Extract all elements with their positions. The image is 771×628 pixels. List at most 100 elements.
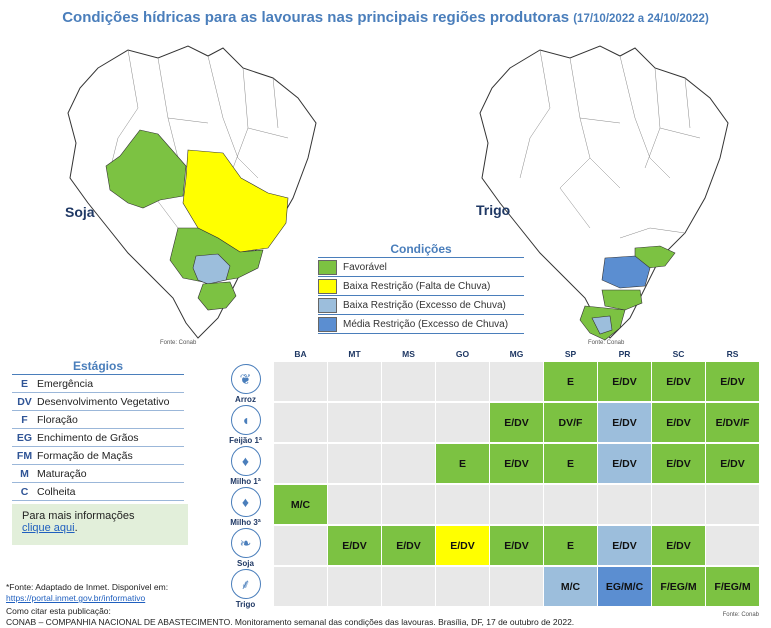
- stage-code: M: [20, 467, 29, 480]
- table-source: Fonte: Conab: [722, 612, 759, 618]
- table-cell: E/DV: [328, 526, 381, 565]
- crop-name: Trigo: [235, 600, 256, 609]
- table-header-pr: PR: [618, 349, 631, 359]
- table-cell: E/DV: [652, 362, 705, 401]
- conditions-legend-item: Favorável: [318, 258, 524, 277]
- crop-label: ⸙ Trigo: [219, 569, 272, 609]
- stage-row: C Colheita: [12, 483, 184, 501]
- crop-name: Soja: [237, 559, 254, 568]
- soybean-icon: ❧: [230, 528, 261, 558]
- more-info-link[interactable]: clique aqui: [22, 522, 75, 534]
- stage-name: Emergência: [37, 377, 94, 390]
- table-cell: E/DV: [598, 526, 651, 565]
- table-cell: [382, 444, 435, 483]
- table-header-mg: MG: [509, 349, 524, 359]
- table-cell: [436, 362, 489, 401]
- table-header-ba: BA: [294, 349, 307, 359]
- more-info-suffix: .: [74, 522, 78, 534]
- table-header-rs: RS: [726, 349, 739, 359]
- table-cell: [490, 362, 543, 401]
- stage-code: FM: [16, 449, 33, 462]
- stage-row: DV Desenvolvimento Vegetativo: [12, 393, 184, 411]
- stage-code: C: [20, 485, 29, 498]
- table-cell: [490, 567, 543, 606]
- table-cell: [382, 403, 435, 442]
- inmet-link[interactable]: https://portal.inmet.gov.br/informativo: [6, 593, 146, 603]
- table-cell: [490, 485, 543, 524]
- table-cell: [274, 567, 327, 606]
- bean-icon: ◖: [230, 405, 261, 435]
- conditions-legend-label: Baixa Restrição (Falta de Chuva): [343, 280, 491, 292]
- more-info-text: Para mais informações: [22, 510, 135, 522]
- stage-name: Maturação: [37, 467, 87, 480]
- stage-name: Desenvolvimento Vegetativo: [37, 395, 170, 408]
- table-cell: E: [436, 444, 489, 483]
- table-cell: [436, 567, 489, 606]
- table-cell: E/DV: [436, 526, 489, 565]
- table-cell: E: [544, 444, 597, 483]
- table-cell: [328, 403, 381, 442]
- table-cell: [706, 526, 759, 565]
- crop-label: ❧ Soja: [219, 528, 272, 568]
- citation-label: Como citar esta publicação:: [6, 606, 111, 616]
- table-cell: [328, 362, 381, 401]
- more-info-box: Para mais informações clique aqui.: [12, 504, 188, 545]
- stage-row: M Maturação: [12, 465, 184, 483]
- table-cell: [328, 567, 381, 606]
- table-cell: [436, 485, 489, 524]
- table-cell: EG/M/C: [598, 567, 651, 606]
- stages-legend: Estágios E Emergência DV Desenvolvimento…: [12, 359, 184, 501]
- page-title: Condições hídricas para as lavouras nas …: [0, 9, 771, 26]
- stage-code: EG: [16, 431, 33, 444]
- table-header-mt: MT: [348, 349, 361, 359]
- table-cell: [382, 362, 435, 401]
- conditions-legend-item: Média Restrição (Excesso de Chuva): [318, 315, 524, 334]
- conditions-legend-label: Favorável: [343, 261, 387, 273]
- table-cell: E: [544, 362, 597, 401]
- wheat-map-label: Trigo: [476, 202, 511, 218]
- stage-row: F Floração: [12, 411, 184, 429]
- crop-label: ◖ Feijão 1ª: [219, 405, 272, 445]
- crop-name: Feijão 1ª: [229, 436, 262, 445]
- wheat-map-source: Fonte: Conab: [588, 340, 625, 346]
- table-cell: E/DV: [652, 403, 705, 442]
- table-cell: E/DV/F: [706, 403, 759, 442]
- stage-row: EG Enchimento de Grãos: [12, 429, 184, 447]
- table-cell: E/DV: [652, 444, 705, 483]
- stage-name: Enchimento de Grãos: [37, 431, 139, 444]
- stage-name: Colheita: [37, 485, 76, 498]
- wheat-icon: ⸙: [230, 569, 261, 599]
- table-cell: [382, 567, 435, 606]
- table-cell: E/DV: [706, 444, 759, 483]
- table-cell: E/DV: [490, 526, 543, 565]
- table-cell: [274, 526, 327, 565]
- table-cell: E/DV: [598, 444, 651, 483]
- title-period: (17/10/2022 a 24/10/2022): [573, 13, 709, 25]
- low-dry-swatch: [318, 278, 337, 294]
- title-text: Condições hídricas para as lavouras nas …: [62, 9, 570, 26]
- table-cell: E/DV: [652, 526, 705, 565]
- table-cell: [598, 485, 651, 524]
- stage-row: E Emergência: [12, 375, 184, 393]
- table-cell: F/EG/M: [706, 567, 759, 606]
- crop-name: Arroz: [235, 395, 256, 404]
- table-cell: [382, 485, 435, 524]
- corn-icon: ♦: [230, 446, 261, 476]
- table-header-sc: SC: [672, 349, 685, 359]
- table-cell: [436, 403, 489, 442]
- crop-name: Milho 1ª: [230, 477, 261, 486]
- stages-legend-title: Estágios: [12, 359, 184, 375]
- table-cell: [652, 485, 705, 524]
- stage-code: E: [20, 377, 28, 390]
- source-footnote: *Fonte: Adaptado de Inmet. Disponível em…: [6, 582, 169, 592]
- medium-wet-swatch: [318, 316, 337, 332]
- table-cell: [274, 362, 327, 401]
- table-cell: [328, 485, 381, 524]
- table-cell: E/DV: [706, 362, 759, 401]
- stage-code: DV: [17, 395, 32, 408]
- table-cell: F/EG/M: [652, 567, 705, 606]
- crop-name: Milho 3ª: [230, 518, 261, 527]
- soybean-map: [67, 45, 317, 339]
- table-cell: E/DV: [598, 403, 651, 442]
- stage-row: FM Formação de Maçãs: [12, 447, 184, 465]
